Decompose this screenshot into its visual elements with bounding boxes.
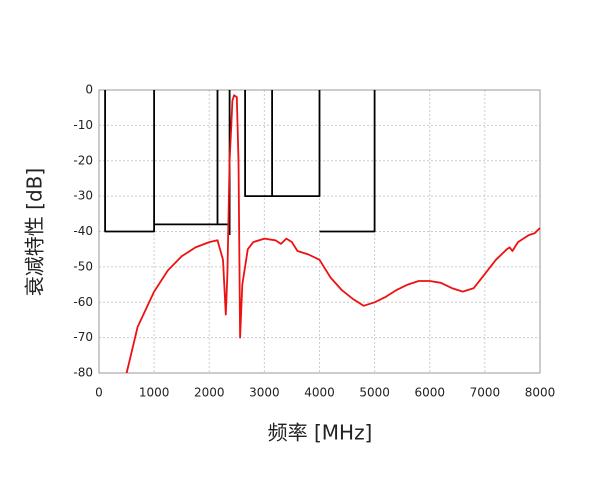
- y-tick-label: 0: [85, 83, 93, 97]
- x-tick-label: 2000: [194, 386, 225, 400]
- y-tick-label: -60: [73, 295, 93, 309]
- x-tick-label: 6000: [414, 386, 445, 400]
- x-tick-label: 1000: [139, 386, 170, 400]
- x-tick-label: 5000: [359, 386, 390, 400]
- x-tick-label: 3000: [249, 386, 280, 400]
- x-tick-label: 8000: [525, 386, 556, 400]
- x-axis-title: 频率 [MHz]: [268, 421, 373, 445]
- y-tick-label: -80: [73, 366, 93, 380]
- y-tick-label: -70: [73, 330, 93, 344]
- y-axis-title: 衰减特性 [dB]: [23, 168, 47, 296]
- y-tick-label: -30: [73, 189, 93, 203]
- y-tick-label: -40: [73, 224, 93, 238]
- y-tick-label: -10: [73, 118, 93, 132]
- y-tick-label: -20: [73, 153, 93, 167]
- x-tick-label: 0: [95, 386, 103, 400]
- x-tick-label: 4000: [304, 386, 335, 400]
- x-tick-label: 7000: [470, 386, 501, 400]
- series-line: [125, 94, 541, 374]
- y-tick-label: -50: [73, 259, 93, 273]
